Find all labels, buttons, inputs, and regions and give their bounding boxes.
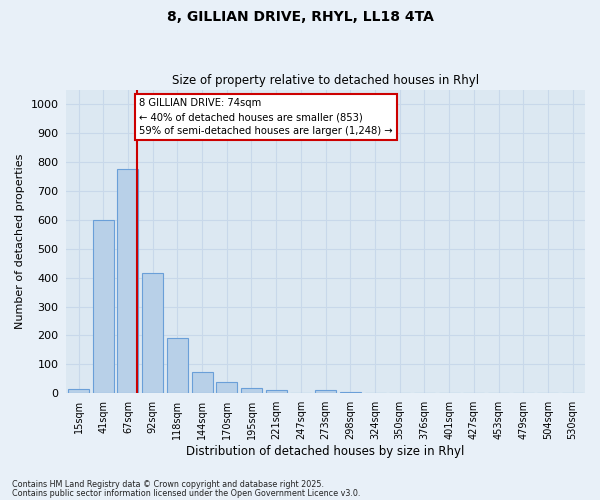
Bar [93, 220, 114, 394]
Text: 8, GILLIAN DRIVE, RHYL, LL18 4TA: 8, GILLIAN DRIVE, RHYL, LL18 4TA [167, 10, 433, 24]
Bar [118, 169, 139, 394]
Bar [216, 382, 237, 394]
Bar [68, 389, 89, 394]
Bar [191, 372, 212, 394]
X-axis label: Distribution of detached houses by size in Rhyl: Distribution of detached houses by size … [187, 444, 465, 458]
Bar [142, 274, 163, 394]
Bar [241, 388, 262, 394]
Text: 8 GILLIAN DRIVE: 74sqm
← 40% of detached houses are smaller (853)
59% of semi-de: 8 GILLIAN DRIVE: 74sqm ← 40% of detached… [139, 98, 392, 136]
Bar [340, 392, 361, 394]
Text: Contains HM Land Registry data © Crown copyright and database right 2025.: Contains HM Land Registry data © Crown c… [12, 480, 324, 489]
Title: Size of property relative to detached houses in Rhyl: Size of property relative to detached ho… [172, 74, 479, 87]
Y-axis label: Number of detached properties: Number of detached properties [15, 154, 25, 329]
Text: Contains public sector information licensed under the Open Government Licence v3: Contains public sector information licen… [12, 489, 361, 498]
Bar [167, 338, 188, 394]
Bar [266, 390, 287, 394]
Bar [315, 390, 336, 394]
